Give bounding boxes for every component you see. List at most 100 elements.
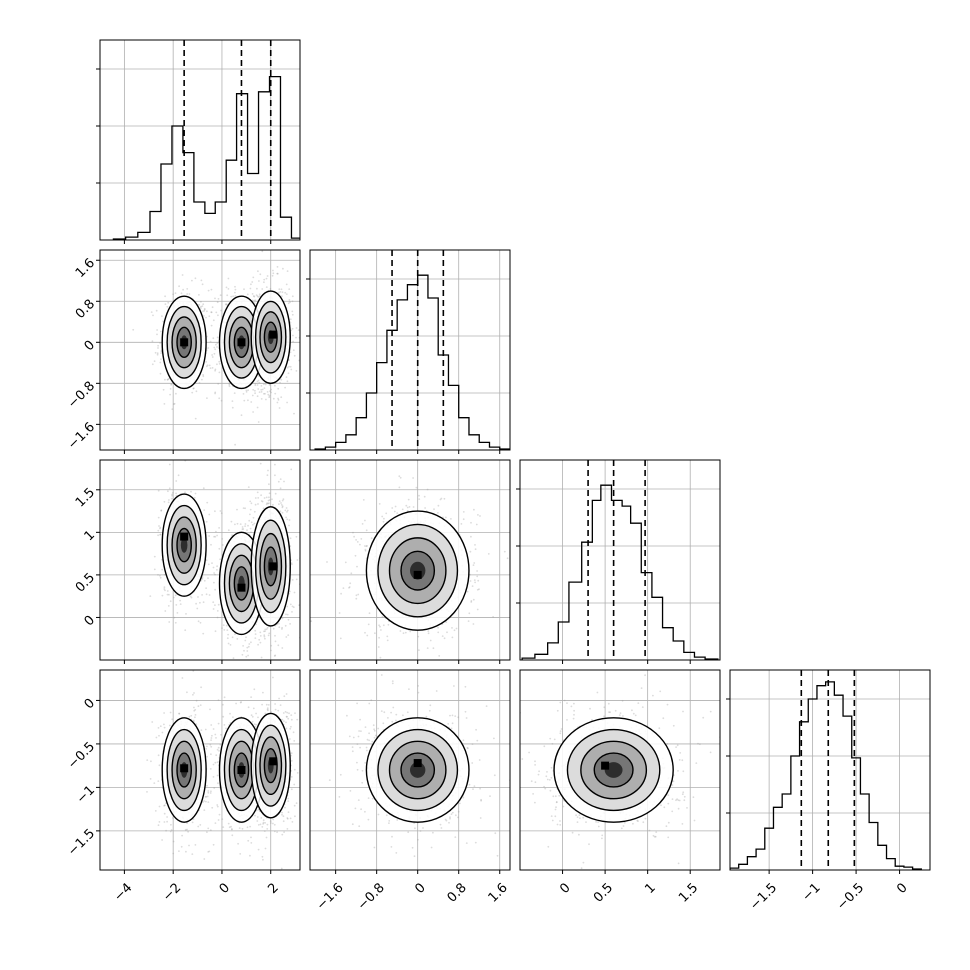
scatter-point (263, 635, 266, 638)
panel-r3-c3 (726, 669, 931, 871)
scatter-point (268, 396, 271, 399)
scatter-point (270, 644, 273, 647)
scatter-point (216, 616, 219, 619)
scatter-point (232, 657, 235, 659)
panel-frame (99, 459, 301, 661)
panel-frame (309, 249, 511, 451)
scatter-point (406, 506, 409, 509)
scatter-point (450, 518, 452, 520)
scatter-point (260, 388, 263, 391)
scatter-point (261, 250, 264, 253)
scatter-point (221, 538, 224, 540)
scatter-point (264, 628, 267, 631)
scatter-point (471, 585, 474, 587)
scatter-point (186, 288, 189, 290)
scatter-point (263, 630, 265, 633)
scatter-point (160, 352, 163, 354)
scatter-point (227, 642, 230, 645)
scatter-point (295, 327, 298, 329)
scatter-point (326, 561, 328, 563)
scatter-point (157, 516, 160, 519)
scatter-point (289, 603, 292, 606)
scatter-point (160, 350, 163, 352)
scatter-point (251, 394, 254, 397)
scatter-point (212, 608, 215, 610)
scatter-point (211, 306, 214, 309)
scatter-point (208, 850, 211, 853)
scatter-point (265, 503, 268, 506)
scatter-point (255, 294, 258, 296)
scatter-point (280, 396, 283, 399)
scatter-point (203, 307, 206, 310)
scatter-point (146, 759, 149, 761)
scatter-point (179, 599, 182, 602)
scatter-point (194, 714, 197, 716)
scatter-point (381, 515, 384, 518)
scatter-point (285, 283, 288, 286)
scatter-point (258, 293, 261, 296)
scatter-point (181, 274, 184, 276)
scatter-point (155, 736, 158, 739)
scatter-point (212, 319, 215, 322)
scatter-point (192, 693, 194, 696)
scatter-point (261, 288, 264, 290)
scatter-point (381, 615, 384, 618)
scatter-point (163, 573, 166, 576)
scatter-point (193, 496, 196, 499)
scatter-point (166, 590, 169, 592)
scatter-point (212, 337, 215, 340)
scatter-point (407, 498, 410, 501)
scatter-point (437, 504, 440, 507)
scatter-point (163, 804, 166, 807)
scatter-point (214, 761, 217, 764)
scatter-point (257, 270, 259, 273)
scatter-point (214, 348, 217, 351)
scatter-point (284, 386, 286, 389)
density-peak (237, 338, 246, 347)
scatter-point (159, 372, 162, 375)
scatter-point (193, 692, 195, 694)
scatter-point (226, 629, 229, 631)
scatter-point (214, 510, 216, 513)
scatter-point (265, 628, 268, 631)
scatter-point (160, 509, 163, 512)
scatter-point (355, 594, 358, 597)
scatter-point (262, 507, 265, 510)
scatter-point (386, 639, 389, 642)
scatter-point (250, 521, 253, 524)
scatter-point (227, 529, 230, 532)
scatter-point (451, 636, 454, 639)
scatter-point (247, 389, 250, 392)
scatter-point (252, 523, 254, 526)
scatter-point (243, 399, 246, 402)
scatter-point (157, 489, 160, 492)
scatter-point (288, 299, 291, 301)
scatter-point (163, 712, 166, 714)
scatter-point (280, 502, 282, 504)
scatter-point (424, 507, 426, 509)
scatter-point (445, 516, 447, 519)
scatter-point (216, 342, 219, 344)
scatter-point (172, 840, 175, 843)
scatter-point (216, 805, 219, 808)
scatter-point (366, 545, 368, 547)
scatter-point (244, 523, 247, 525)
scatter-point (415, 486, 418, 489)
scatter-point (186, 293, 189, 295)
scatter-point (398, 475, 401, 478)
scatter-point (231, 834, 234, 837)
scatter-point (206, 310, 208, 313)
panel-frame (519, 459, 721, 661)
panel-frame (99, 249, 301, 451)
scatter-point (296, 559, 299, 561)
scatter-point (234, 633, 236, 636)
scatter-point (469, 580, 472, 582)
scatter-point (256, 380, 259, 383)
scatter-point (218, 527, 221, 529)
scatter-point (208, 513, 211, 516)
scatter-point (261, 500, 264, 503)
scatter-point (157, 780, 160, 782)
scatter-point (254, 503, 257, 506)
scatter-point (169, 830, 172, 833)
scatter-point (206, 755, 208, 758)
